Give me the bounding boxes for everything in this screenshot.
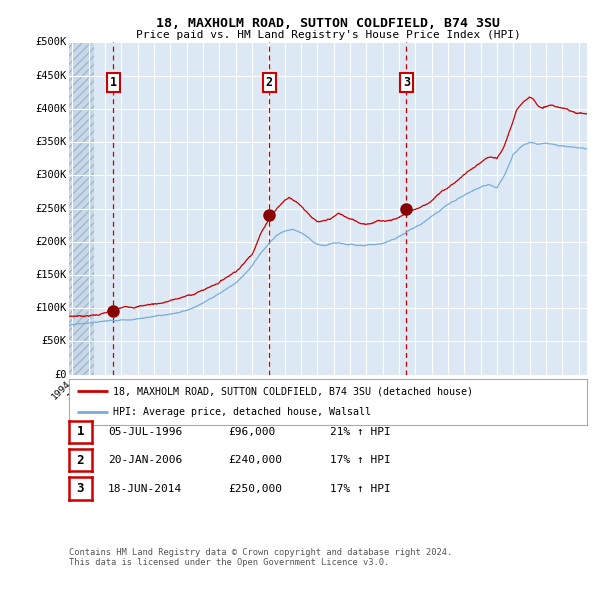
Text: 2004: 2004	[213, 379, 236, 401]
Text: 2025: 2025	[556, 379, 578, 401]
Text: 1994: 1994	[50, 379, 72, 401]
Text: 1997: 1997	[98, 379, 121, 401]
Text: 2007: 2007	[262, 379, 284, 401]
Text: 2013: 2013	[360, 379, 383, 401]
Text: 2020: 2020	[475, 379, 497, 401]
Text: £150K: £150K	[35, 270, 67, 280]
Text: 2023: 2023	[523, 379, 546, 401]
Text: £0: £0	[54, 370, 67, 379]
Text: £250K: £250K	[35, 204, 67, 214]
Text: 2012: 2012	[344, 379, 366, 401]
Text: £240,000: £240,000	[228, 455, 282, 465]
Text: 2024: 2024	[539, 379, 562, 401]
Text: Contains HM Land Registry data © Crown copyright and database right 2024.
This d: Contains HM Land Registry data © Crown c…	[69, 548, 452, 567]
Bar	[69, 42, 94, 375]
Text: 17% ↑ HPI: 17% ↑ HPI	[330, 484, 391, 493]
Text: 1: 1	[110, 76, 117, 89]
Text: £200K: £200K	[35, 237, 67, 247]
Text: 18, MAXHOLM ROAD, SUTTON COLDFIELD, B74 3SU: 18, MAXHOLM ROAD, SUTTON COLDFIELD, B74 …	[156, 17, 500, 30]
Text: 3: 3	[77, 482, 84, 495]
Text: 2002: 2002	[181, 379, 203, 401]
Text: HPI: Average price, detached house, Walsall: HPI: Average price, detached house, Wals…	[113, 407, 371, 417]
Text: £250,000: £250,000	[228, 484, 282, 493]
Text: 1: 1	[77, 425, 84, 438]
Text: 2: 2	[77, 454, 84, 467]
Text: 20-JAN-2006: 20-JAN-2006	[108, 455, 182, 465]
Text: £50K: £50K	[41, 336, 67, 346]
Text: 2009: 2009	[295, 379, 317, 401]
Text: 21% ↑ HPI: 21% ↑ HPI	[330, 427, 391, 437]
Text: 2019: 2019	[458, 379, 481, 401]
Text: 2008: 2008	[278, 379, 301, 401]
Text: 1998: 1998	[115, 379, 137, 401]
Text: 2005: 2005	[229, 379, 252, 401]
Text: 1995: 1995	[66, 379, 89, 401]
Text: £500K: £500K	[35, 38, 67, 47]
Text: 2022: 2022	[507, 379, 530, 401]
Text: £450K: £450K	[35, 71, 67, 81]
Text: £96,000: £96,000	[228, 427, 275, 437]
Text: 2003: 2003	[197, 379, 219, 401]
Text: 2015: 2015	[392, 379, 415, 401]
Text: £300K: £300K	[35, 171, 67, 181]
Text: 2016: 2016	[409, 379, 431, 401]
Text: 2: 2	[266, 76, 272, 89]
Text: 18, MAXHOLM ROAD, SUTTON COLDFIELD, B74 3SU (detached house): 18, MAXHOLM ROAD, SUTTON COLDFIELD, B74 …	[113, 386, 473, 396]
Text: 2001: 2001	[164, 379, 187, 401]
Text: 2000: 2000	[148, 379, 170, 401]
Text: 2014: 2014	[376, 379, 399, 401]
Text: £350K: £350K	[35, 137, 67, 147]
Text: £400K: £400K	[35, 104, 67, 114]
Text: 2018: 2018	[442, 379, 464, 401]
Text: 1996: 1996	[82, 379, 105, 401]
Text: 2017: 2017	[425, 379, 448, 401]
Text: 1999: 1999	[131, 379, 154, 401]
Text: 17% ↑ HPI: 17% ↑ HPI	[330, 455, 391, 465]
Text: 2010: 2010	[311, 379, 334, 401]
Text: 2021: 2021	[491, 379, 513, 401]
Text: 2011: 2011	[328, 379, 350, 401]
Text: £100K: £100K	[35, 303, 67, 313]
Text: 05-JUL-1996: 05-JUL-1996	[108, 427, 182, 437]
Text: 2006: 2006	[245, 379, 268, 401]
Text: 3: 3	[403, 76, 410, 89]
Text: 18-JUN-2014: 18-JUN-2014	[108, 484, 182, 493]
Text: Price paid vs. HM Land Registry's House Price Index (HPI): Price paid vs. HM Land Registry's House …	[136, 30, 521, 40]
